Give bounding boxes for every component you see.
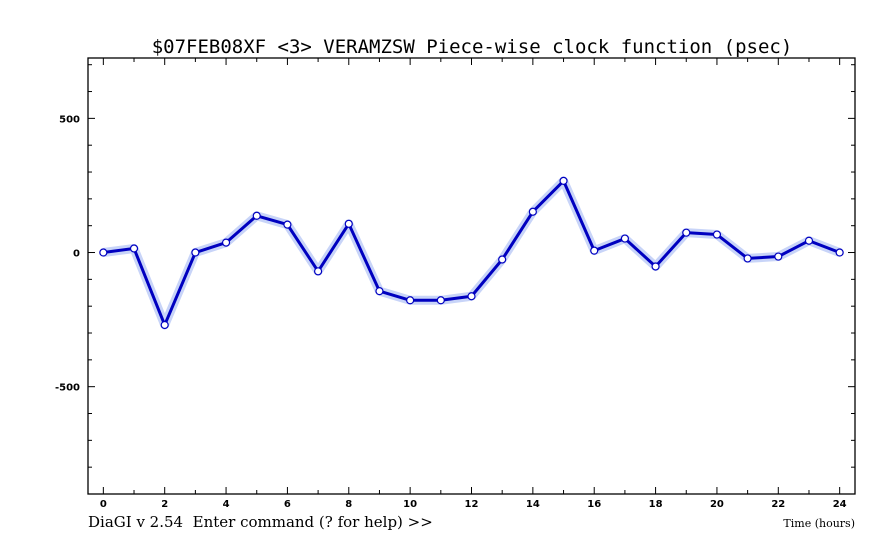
x-tick-label: 14 [526,499,540,510]
data-point [682,228,691,237]
x-tick-label: 12 [465,499,479,510]
data-point [467,292,476,301]
data-point [406,296,415,305]
y-tick-label: 500 [59,114,80,125]
x-tick-label: 6 [284,499,291,510]
data-point [712,230,722,239]
data-point [252,211,261,220]
data-point [559,176,568,185]
x-tick-label: 22 [771,499,785,510]
x-tick-label: 20 [710,499,724,510]
plot-frame [87,57,856,495]
data-point [129,244,139,253]
data-point [344,219,353,228]
data-point [804,236,814,245]
x-tick-label: 16 [587,499,601,510]
command-prompt[interactable]: DiaGI v 2.54 Enter command (? for help) … [88,513,433,531]
data-point [743,254,752,263]
series-line [103,179,841,327]
x-tick-label: 2 [161,499,168,510]
data-point [835,248,844,257]
x-tick-label: 10 [403,499,417,510]
data-point [283,220,292,229]
x-tick-label: 18 [649,499,663,510]
error-band [102,176,842,330]
data-point [590,246,599,255]
y-tick-label: 0 [73,249,80,260]
data-point [620,234,630,243]
data-point [314,267,323,276]
data-point [436,296,445,305]
x-tick-label: 4 [223,499,230,510]
data-point [498,255,507,264]
x-tick-label: 8 [345,499,352,510]
data-point [375,287,384,296]
data-point [528,207,537,216]
data-point [651,262,660,271]
data-point [774,252,783,261]
x-tick-label: 0 [100,499,107,510]
y-tick-label: -500 [55,383,80,394]
data-point [99,248,108,257]
data-point [160,320,169,330]
chart-title: $07FEB08XF <3> VERAMZSW Piece-wise clock… [152,36,793,58]
x-tick-label: 24 [833,499,847,510]
data-point [221,238,231,247]
x-axis-label: Time (hours) [783,517,855,530]
data-point [191,248,200,257]
